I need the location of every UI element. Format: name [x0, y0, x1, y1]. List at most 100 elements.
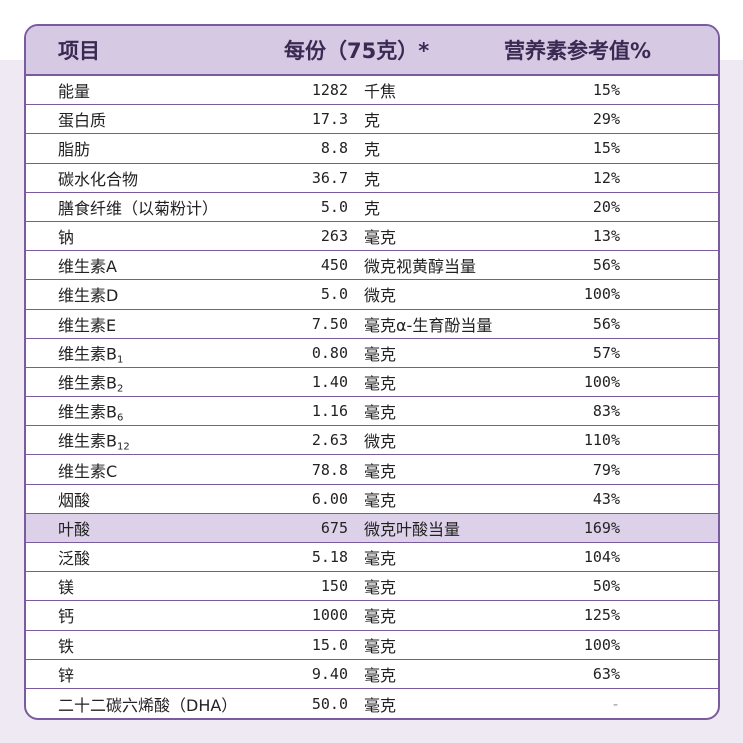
nutrient-unit: 克	[364, 169, 381, 189]
nutrient-name: 维生素B12	[58, 428, 130, 453]
nutrient-amount: 263	[320, 227, 348, 246]
nutrient-unit: 微克	[364, 432, 397, 452]
nutrient-amount: 17.3	[311, 110, 348, 129]
nutrient-name-text: 能量	[58, 82, 91, 102]
nutrient-name: 锌	[58, 662, 74, 686]
nutrient-name: 叶酸	[58, 516, 90, 540]
table-row: 膳食纤维（以菊粉计） 5.0 克 20%	[26, 193, 718, 222]
nutrient-name-text: 膳食纤维（以菊粉计）	[58, 198, 219, 218]
nutrient-name: 蛋白质	[58, 107, 106, 131]
nutrient-name: 维生素B6	[58, 399, 123, 424]
nutrient-name: 烟酸	[58, 487, 90, 511]
nutrient-name: 维生素B1	[58, 340, 123, 365]
nutrient-amount: 5.0	[320, 197, 348, 216]
table-row: 碳水化合物 36.7 克 12%	[26, 164, 718, 193]
nutrient-nrv: 20%	[592, 197, 620, 216]
nutrient-amount: 150	[320, 577, 348, 596]
table-row: 维生素B12 2.63 微克 110%	[26, 426, 718, 456]
table-row: 维生素B6 1.16 毫克 83%	[26, 397, 718, 427]
header-item: 项目	[58, 39, 100, 63]
table-row: 锌 9.40 毫克 63%	[26, 660, 718, 689]
nutrient-nrv: 29%	[592, 110, 620, 129]
nutrient-name-text: 维生素C	[58, 461, 118, 481]
nutrient-nrv: 56%	[592, 256, 620, 275]
nutrient-name-text: 烟酸	[58, 490, 91, 510]
nutrient-nrv: 169%	[583, 518, 620, 537]
nutrient-subscript: 1	[116, 354, 124, 366]
nutrient-name: 碳水化合物	[58, 166, 138, 190]
nutrient-name-text: 脂肪	[58, 140, 91, 160]
nutrient-amount: 2.63	[311, 431, 348, 450]
nutrient-amount: 5.0	[320, 285, 348, 304]
nutrient-name: 维生素D	[58, 282, 118, 306]
table-row: 维生素E 7.50 毫克α-生育酚当量 56%	[26, 310, 718, 339]
nutrient-nrv: 79%	[592, 460, 620, 479]
table-row: 维生素D 5.0 微克 100%	[26, 280, 718, 310]
table-row: 烟酸 6.00 毫克 43%	[26, 485, 718, 514]
table-row: 维生素B1 0.80 毫克 57%	[26, 339, 718, 368]
nutrient-amount: 6.00	[311, 489, 348, 508]
nutrient-unit: 千焦	[364, 82, 397, 102]
nutrient-name: 维生素E	[58, 312, 116, 336]
nutrient-name: 膳食纤维（以菊粉计）	[58, 195, 218, 219]
nutrient-unit: 毫克	[364, 549, 397, 569]
nutrient-nrv: 63%	[592, 664, 620, 683]
nutrient-amount: 1.16	[311, 402, 348, 421]
nutrient-name: 铁	[58, 633, 74, 657]
nutrient-name: 钠	[58, 224, 74, 248]
nutrient-amount: 675	[320, 518, 348, 537]
table-row: 脂肪 8.8 克 15%	[26, 134, 718, 164]
nutrient-amount: 1282	[311, 81, 348, 100]
table-header: 项目 每份（75克）* 营养素参考值%	[26, 26, 718, 76]
table-row: 维生素B2 1.40 毫克 100%	[26, 368, 718, 398]
nutrient-unit: 微克视黄醇当量	[364, 257, 477, 277]
nutrient-name-text: 维生素A	[58, 257, 117, 277]
nutrient-name: 二十二碳六烯酸（DHA）	[58, 692, 237, 716]
nutrient-nrv: 12%	[592, 168, 620, 187]
nutrient-name-text: 锌	[58, 665, 75, 685]
nutrient-nrv: 125%	[583, 606, 620, 625]
nutrient-nrv: 15%	[592, 81, 620, 100]
nutrient-name-text: 维生素B	[58, 402, 117, 422]
nutrient-nrv: 50%	[592, 577, 620, 596]
nutrient-nrv: 13%	[592, 227, 620, 246]
nutrient-subscript: 12	[116, 441, 130, 453]
header-per-serving: 每份（75克）*	[284, 39, 430, 63]
header-nrv-percent: 营养素参考值%	[504, 39, 652, 63]
nutrient-nrv: 104%	[583, 548, 620, 567]
nutrient-name-text: 维生素E	[58, 315, 117, 335]
nutrient-unit: 毫克	[364, 636, 397, 656]
nutrient-unit: 克	[364, 140, 381, 160]
table-body: 能量 1282 千焦 15% 蛋白质 17.3 克 29% 脂肪 8.8 克 15% 碳水化合物 36.7…	[26, 76, 718, 718]
nutrient-amount: 78.8	[311, 460, 348, 479]
table-row: 维生素C 78.8 毫克 79%	[26, 455, 718, 485]
nutrient-amount: 5.18	[311, 548, 348, 567]
nutrient-nrv: 100%	[583, 285, 620, 304]
nutrient-unit: 毫克	[364, 578, 397, 598]
nutrient-nrv: 15%	[592, 139, 620, 158]
nutrient-name: 维生素C	[58, 458, 117, 482]
nutrient-unit: 毫克	[364, 665, 397, 685]
nutrient-amount: 1000	[311, 606, 348, 625]
nutrient-unit: 毫克	[364, 461, 397, 481]
nutrient-amount: 50.0	[311, 694, 348, 713]
nutrient-name-text: 泛酸	[58, 549, 91, 569]
table-row: 钠 263 毫克 13%	[26, 222, 718, 252]
table-row: 能量 1282 千焦 15%	[26, 76, 718, 106]
nutrient-name-text: 铁	[58, 636, 75, 656]
nutrient-subscript: 2	[116, 383, 124, 395]
table-row: 叶酸 675 微克叶酸当量 169%	[26, 513, 718, 543]
nutrient-unit: 毫克	[364, 490, 397, 510]
nutrient-nrv: -	[610, 694, 620, 713]
nutrient-name-text: 蛋白质	[58, 111, 107, 131]
table-row: 钙 1000 毫克 125%	[26, 601, 718, 631]
nutrient-unit: 微克	[364, 286, 397, 306]
table-row: 蛋白质 17.3 克 29%	[26, 105, 718, 135]
nutrient-name-text: 二十二碳六烯酸（DHA）	[58, 695, 238, 715]
nutrient-unit: 毫克	[364, 373, 397, 393]
nutrient-unit: 毫克	[364, 344, 397, 364]
table-row: 泛酸 5.18 毫克 104%	[26, 543, 718, 573]
nutrient-unit: 毫克	[364, 403, 397, 423]
nutrient-amount: 8.8	[320, 139, 348, 158]
nutrient-nrv: 43%	[592, 489, 620, 508]
